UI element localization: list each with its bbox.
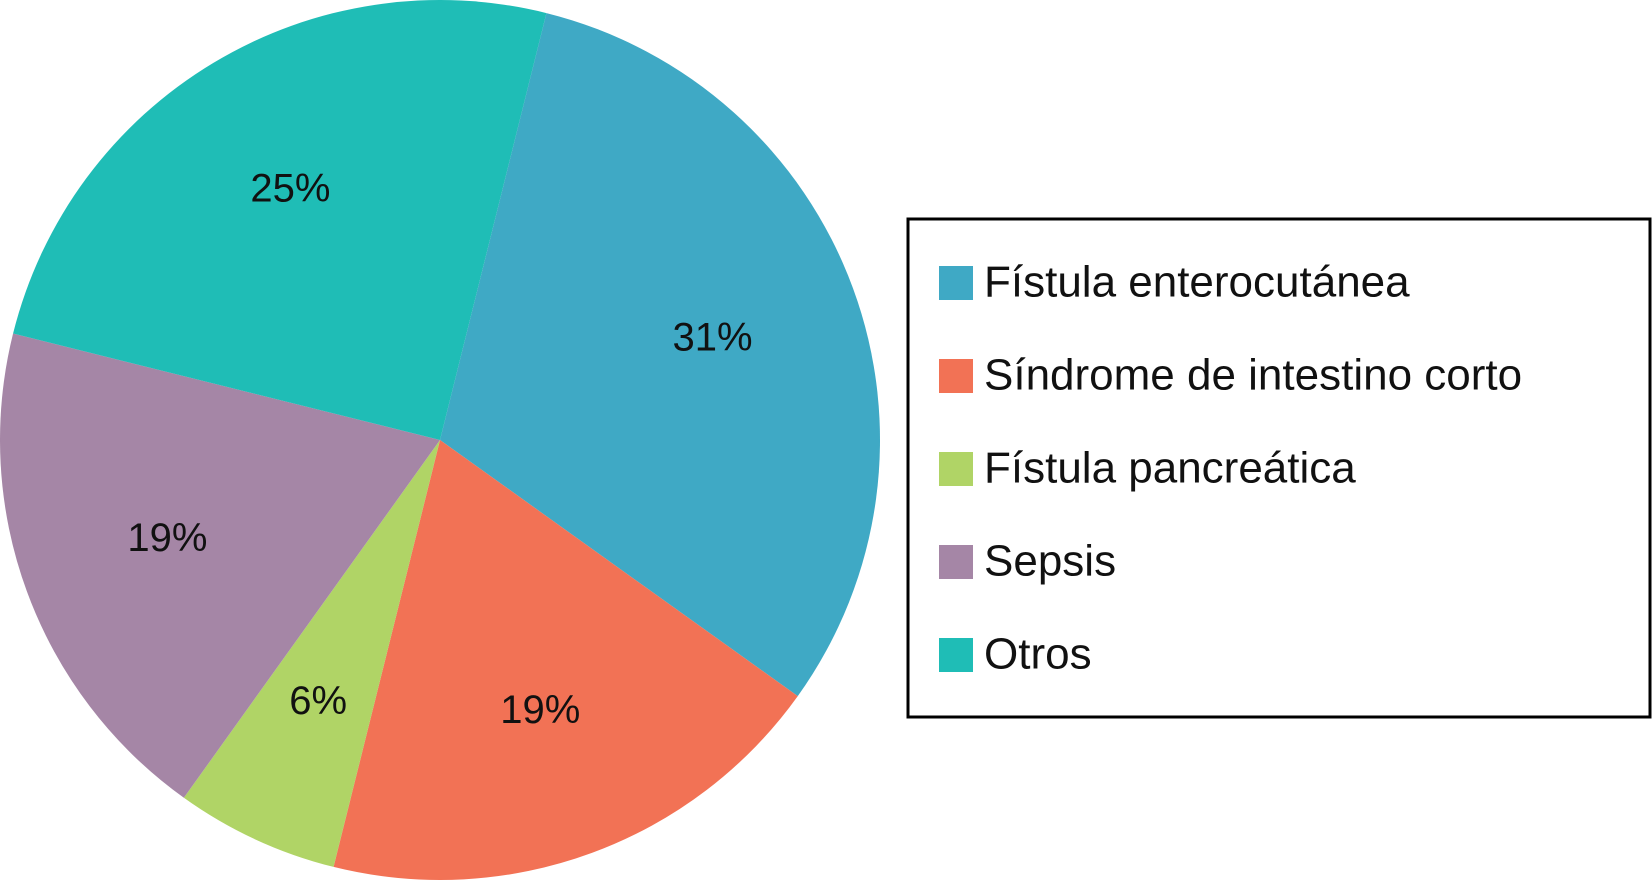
slice-label-4: 19%: [127, 516, 207, 560]
pie-slice-5: [13, 0, 547, 440]
slice-label-2: 19%: [500, 688, 580, 732]
slice-label-3: 6%: [289, 679, 347, 723]
pie-slices: [0, 0, 880, 880]
legend-label-3: Fístula pancreática: [984, 444, 1356, 493]
slice-label-5: 25%: [250, 167, 330, 211]
legend-swatch-2: [939, 359, 973, 393]
legend-label-2: Síndrome de intestino corto: [984, 351, 1522, 400]
legend-box: [906, 217, 1652, 719]
legend-label-1: Fístula enterocutánea: [984, 258, 1410, 307]
pie-slice-labels: 31% 19% 6% 19% 25%: [127, 167, 752, 732]
legend-items: Fístula enterocutánea Síndrome de intesti…: [939, 258, 1522, 679]
legend-swatch-3: [939, 452, 973, 486]
legend: Fístula enterocutánea Síndrome de intesti…: [906, 217, 1652, 719]
pie-slice-1: [440, 13, 880, 697]
legend-swatch-4: [939, 545, 973, 579]
legend-label-4: Sepsis: [984, 537, 1116, 586]
pie-slice-4: [0, 333, 440, 798]
slice-label-1: 31%: [673, 315, 753, 359]
legend-swatch-1: [939, 266, 973, 300]
pie-slice-3: [183, 440, 440, 867]
legend-label-5: Otros: [984, 630, 1092, 679]
pie-slice-2: [333, 440, 798, 880]
legend-swatch-5: [939, 638, 973, 672]
